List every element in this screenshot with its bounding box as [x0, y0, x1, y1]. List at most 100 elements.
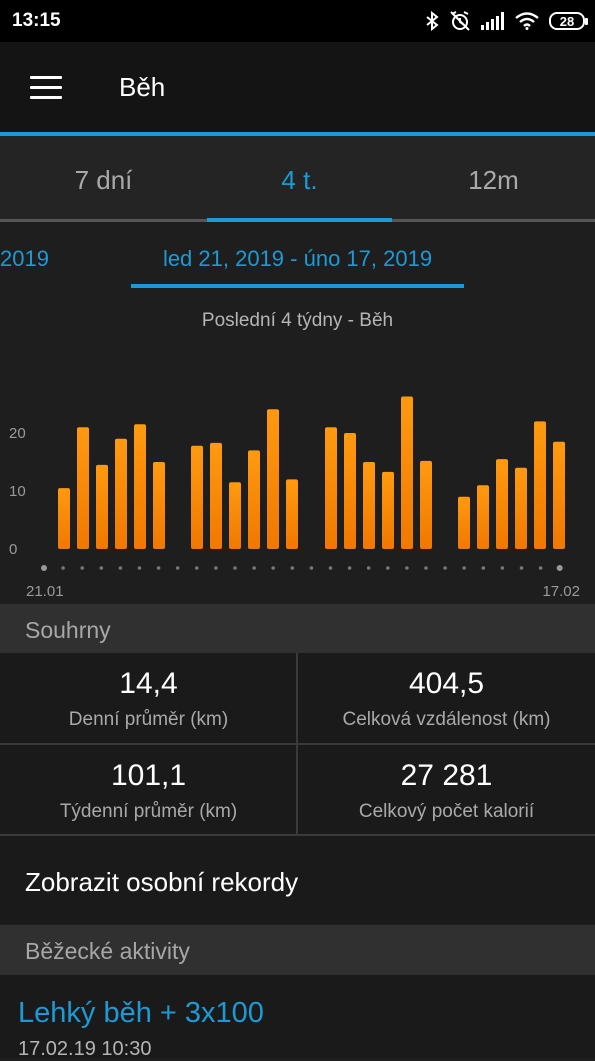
summary-label: Celkový počet kalorií	[358, 801, 535, 822]
x-axis-dot	[519, 566, 524, 570]
activity-name[interactable]: Lehký běh + 3x100	[18, 997, 264, 1029]
previous-range[interactable]: 2019	[0, 246, 49, 271]
chart-bar	[458, 496, 470, 549]
x-axis-dot	[366, 566, 371, 570]
x-axis-dot	[424, 566, 428, 570]
current-range-indicator	[131, 284, 464, 288]
x-axis-label: 17.02	[542, 583, 580, 600]
x-axis-dot	[500, 566, 505, 570]
summary-value: 101,1	[110, 759, 187, 792]
chart-bar	[248, 450, 260, 549]
y-tick-label: 10	[9, 483, 26, 500]
chart-bar	[515, 467, 527, 549]
activity-item[interactable]: Lehký běh + 3x100 17.02.19 10:30	[0, 975, 595, 1060]
signal-icon	[481, 12, 504, 30]
date-range-selector: 2019 led 21, 2019 - úno 17, 2019	[0, 222, 595, 294]
x-axis-dot	[137, 566, 142, 570]
summary-value: 404,5	[408, 667, 485, 700]
activity-chart: Poslední 4 týdny - Běh 20 10 0 21.01 17.02	[0, 294, 595, 604]
chart-bar	[115, 438, 127, 549]
y-tick-label: 20	[9, 425, 26, 442]
x-axis-dot	[481, 566, 486, 570]
activity-date: 17.02.19 10:30	[18, 1038, 152, 1060]
summary-grid: 14,4 Denní průměr (km) 404,5 Celková vzd…	[0, 653, 595, 836]
wifi-icon	[515, 12, 539, 30]
chart-bar	[382, 471, 394, 549]
x-axis-dot	[118, 566, 123, 570]
x-axis-dot	[443, 566, 447, 570]
x-axis-dot	[156, 566, 161, 570]
alarm-off-icon	[450, 11, 470, 31]
chart-bar	[344, 433, 356, 549]
status-icons: 28	[425, 8, 588, 34]
x-axis-dot	[99, 566, 104, 570]
battery-level: 28	[559, 13, 575, 29]
chart-bar	[153, 462, 165, 549]
summary-total-calories: 27 281 Celkový počet kalorií	[298, 745, 595, 836]
tab-12-months[interactable]: 12m	[468, 165, 519, 195]
y-tick-label: 0	[9, 541, 17, 558]
x-axis-dot	[328, 566, 333, 570]
x-axis-dot	[271, 566, 276, 570]
app-bar: Běh	[0, 42, 595, 134]
summary-weekly-average: 101,1 Týdenní průměr (km)	[0, 745, 297, 836]
x-axis-dot	[386, 566, 390, 570]
chart-bar	[496, 459, 508, 549]
x-axis-dot	[80, 566, 84, 570]
chart-bar	[401, 396, 413, 549]
summary-label: Denní průměr (km)	[68, 709, 229, 730]
x-axis-dot	[61, 566, 65, 570]
personal-records-link[interactable]: Zobrazit osobní rekordy	[0, 836, 595, 924]
x-axis-dot	[462, 566, 467, 570]
app-bar-accent-line	[0, 132, 595, 136]
hamburger-menu-icon[interactable]	[30, 76, 62, 100]
tab-7-days[interactable]: 7 dní	[74, 165, 133, 195]
chart-bar	[77, 427, 89, 549]
x-axis-dot	[405, 566, 409, 570]
x-axis-dot	[538, 566, 543, 570]
summary-bottom-divider	[0, 834, 595, 836]
chart-bar	[325, 427, 337, 549]
x-axis-dot	[41, 565, 47, 571]
summary-label: Celková vzdálenost (km)	[342, 709, 551, 730]
summary-header: Souhrny	[0, 604, 595, 654]
period-tabs: 7 dní 4 t. 12m	[0, 136, 595, 222]
summary-value: 14,4	[119, 667, 178, 700]
status-time: 13:15	[12, 10, 61, 31]
chart-title: Poslední 4 týdny - Běh	[201, 310, 394, 331]
chart-bar	[210, 442, 222, 549]
chart-bar	[553, 441, 565, 549]
chart-bar	[267, 409, 279, 549]
chart-bar	[58, 488, 70, 549]
chart-bar	[134, 424, 146, 549]
summary-daily-average: 14,4 Denní průměr (km)	[0, 653, 297, 744]
tab-4-weeks[interactable]: 4 t.	[281, 165, 318, 195]
chart-svg: 20 10 0 21.01 17.02	[9, 396, 580, 600]
bluetooth-icon	[426, 11, 439, 31]
summary-value: 27 281	[400, 759, 493, 792]
x-axis-dot	[214, 566, 218, 570]
summary-total-distance: 404,5 Celková vzdálenost (km)	[298, 653, 595, 744]
x-axis-dot	[556, 565, 563, 571]
chart-bar	[191, 445, 203, 549]
x-axis-dot	[252, 566, 256, 570]
x-axis-dot	[290, 566, 295, 570]
chart-bar	[420, 460, 432, 549]
x-axis-dot	[195, 566, 199, 570]
page-title: Běh	[119, 72, 166, 102]
x-axis-label: 21.01	[26, 583, 64, 600]
active-tab-indicator	[207, 218, 392, 222]
x-axis-dot	[347, 566, 352, 570]
x-axis-dot	[233, 566, 237, 570]
chart-bar	[96, 464, 108, 549]
chart-bar	[534, 421, 546, 549]
summary-label: Týdenní průměr (km)	[59, 801, 238, 822]
chart-bar	[286, 479, 298, 549]
summary-horizontal-divider	[0, 743, 595, 745]
chart-bar	[477, 485, 489, 549]
chart-bar	[229, 482, 241, 549]
current-range[interactable]: led 21, 2019 - úno 17, 2019	[162, 246, 433, 271]
battery-icon: 28	[549, 12, 588, 30]
x-axis-dot	[175, 566, 180, 570]
status-bar: 13:15 28	[0, 0, 595, 42]
